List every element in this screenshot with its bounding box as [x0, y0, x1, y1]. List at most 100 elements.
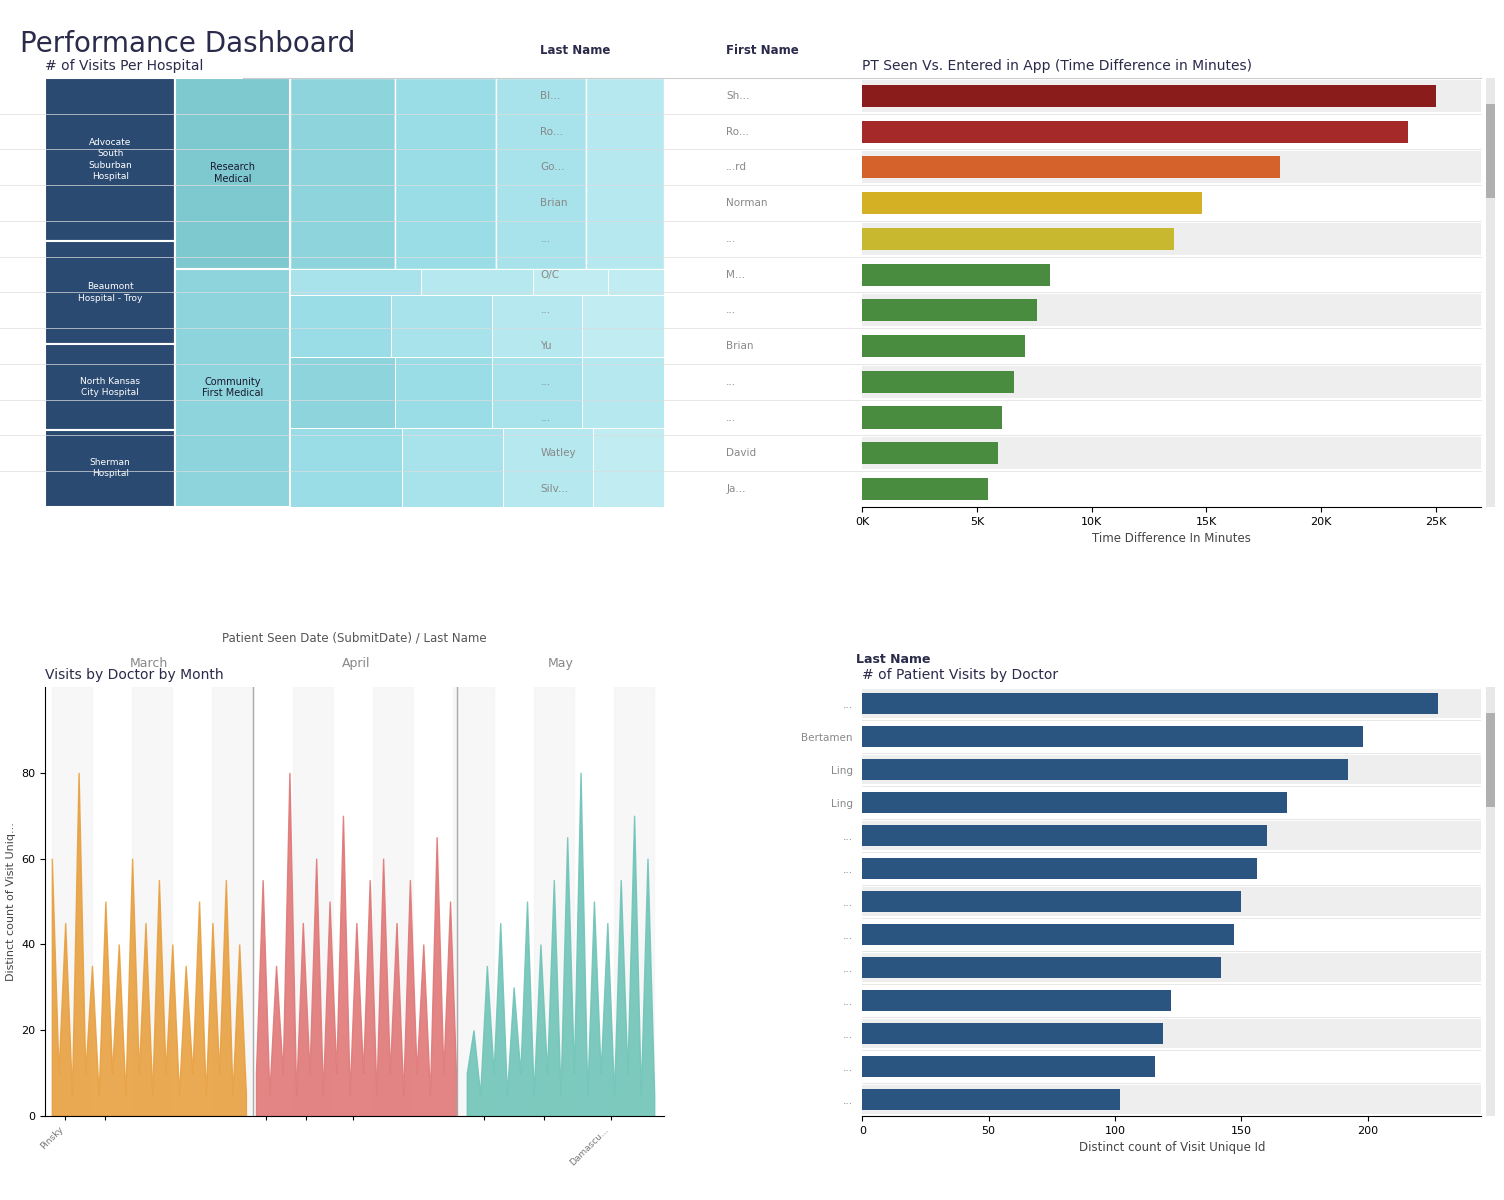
Text: First Name: First Name [726, 43, 799, 56]
Text: ...: ... [726, 413, 737, 422]
X-axis label: Distinct count of Visit Unique Id: Distinct count of Visit Unique Id [1078, 1141, 1265, 1154]
Bar [862, 299, 1036, 322]
Bar [51, 688, 92, 1116]
Bar [862, 1024, 1163, 1044]
Text: ...: ... [726, 377, 737, 386]
Bar [862, 478, 988, 500]
Bar [174, 269, 290, 506]
Text: March: March [129, 656, 168, 670]
Bar [534, 688, 575, 1116]
Bar [862, 443, 997, 464]
Bar [862, 826, 1266, 846]
Bar [290, 269, 421, 295]
Bar [492, 356, 582, 427]
Bar [608, 269, 665, 295]
Bar [862, 919, 1481, 949]
Text: Go...: Go... [540, 162, 566, 173]
Bar [862, 85, 1436, 107]
Text: Ro...: Ro... [540, 127, 564, 137]
Text: Ja...: Ja... [726, 484, 746, 494]
Bar [862, 223, 1481, 254]
Text: ...: ... [540, 377, 550, 386]
Bar [862, 366, 1481, 398]
Text: Silv...: Silv... [540, 484, 569, 494]
Bar [862, 1085, 1481, 1115]
Text: Last Name: Last Name [540, 43, 611, 56]
Text: Community
First Medical: Community First Medical [202, 377, 263, 398]
Bar [290, 295, 391, 356]
Text: Bl...: Bl... [540, 91, 561, 101]
Bar [453, 688, 493, 1116]
Text: PT Seen Vs. Entered in App (Time Difference in Minutes): PT Seen Vs. Entered in App (Time Differe… [862, 59, 1253, 73]
Bar [862, 787, 1481, 817]
Text: Sh...: Sh... [726, 91, 749, 101]
Bar [290, 78, 394, 269]
Text: Patient Seen Date (SubmitDate) / Last Name: Patient Seen Date (SubmitDate) / Last Na… [223, 631, 487, 644]
Text: Advocate
South
Suburban
Hospital: Advocate South Suburban Hospital [89, 138, 132, 181]
Bar [862, 330, 1481, 362]
Bar [862, 402, 1481, 433]
Bar [394, 356, 492, 427]
Bar [862, 990, 1170, 1010]
Text: David: David [726, 449, 757, 458]
Bar [862, 1056, 1155, 1076]
Bar [862, 264, 1050, 286]
Text: Last Name: Last Name [856, 653, 931, 666]
Y-axis label: Distinct count of Visit Uniq...: Distinct count of Visit Uniq... [6, 822, 15, 980]
Bar [862, 187, 1481, 220]
Text: April: April [341, 656, 370, 670]
Bar [862, 437, 1481, 469]
Text: O/C: O/C [540, 270, 559, 280]
Bar [174, 78, 290, 269]
Text: ...: ... [726, 305, 737, 316]
Bar [862, 120, 1408, 143]
Bar [862, 721, 1481, 751]
Text: Performance Dashboard: Performance Dashboard [20, 30, 355, 58]
Bar [1486, 103, 1495, 198]
Text: North Kansas
City Hospital: North Kansas City Hospital [80, 377, 140, 397]
Bar [132, 688, 173, 1116]
Bar [45, 430, 174, 506]
X-axis label: Time Difference In Minutes: Time Difference In Minutes [1092, 533, 1251, 545]
Text: ...: ... [540, 413, 550, 422]
Text: ...: ... [726, 234, 737, 244]
Bar [862, 407, 1002, 428]
Text: May: May [547, 656, 573, 670]
Bar [862, 1019, 1481, 1049]
Bar [862, 79, 1481, 112]
Text: Yu: Yu [540, 341, 552, 352]
Text: Brian: Brian [540, 198, 569, 208]
Bar [862, 1090, 1120, 1110]
Bar [862, 853, 1481, 883]
Text: # of Visits Per Hospital: # of Visits Per Hospital [45, 59, 203, 73]
Text: ...rd: ...rd [726, 162, 747, 173]
Text: Ro...: Ro... [726, 127, 749, 137]
Bar [862, 985, 1481, 1015]
Bar [862, 958, 1221, 978]
Bar [45, 78, 174, 241]
Bar [421, 269, 532, 295]
Bar [492, 295, 582, 356]
Bar [862, 192, 1202, 214]
Bar [862, 294, 1481, 326]
Bar [394, 78, 496, 269]
Bar [862, 755, 1481, 785]
Bar [862, 228, 1175, 250]
Text: Brian: Brian [726, 341, 754, 352]
Text: Beaumont
Hospital - Troy: Beaumont Hospital - Troy [78, 282, 143, 302]
Bar [45, 241, 174, 344]
Bar [862, 335, 1026, 358]
Bar [862, 1051, 1481, 1081]
Bar [532, 269, 608, 295]
Text: Norman: Norman [726, 198, 767, 208]
Bar [862, 760, 1348, 780]
Bar [1486, 713, 1495, 808]
Bar [1486, 78, 1495, 506]
Bar [593, 427, 665, 506]
Bar [862, 821, 1481, 851]
Text: ...: ... [540, 234, 550, 244]
Bar [862, 473, 1481, 505]
Bar [290, 356, 394, 427]
Text: Research
Medical: Research Medical [211, 162, 254, 184]
Bar [862, 694, 1438, 714]
